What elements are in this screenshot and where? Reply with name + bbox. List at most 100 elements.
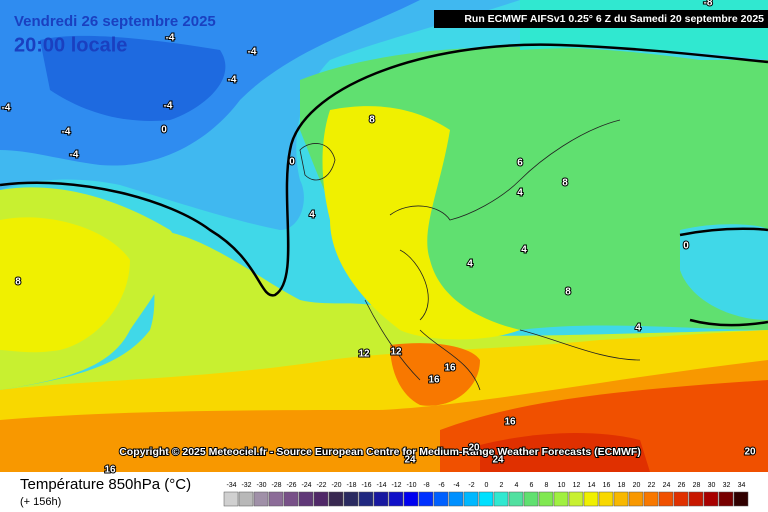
- scale-label: -30: [256, 482, 266, 489]
- contour-label: 8: [565, 287, 571, 298]
- color-swatch: [373, 491, 389, 507]
- scale-label: -34: [226, 482, 236, 489]
- color-swatch: [493, 491, 509, 507]
- color-swatch: [283, 491, 299, 507]
- scale-label: 8: [545, 482, 549, 489]
- contour-label: -4: [164, 101, 173, 112]
- run-info: Run ECMWF AIFSv1 0.25° 6 Z du Samedi 20 …: [464, 13, 764, 25]
- contour-label: -8: [704, 0, 713, 9]
- color-swatch: [238, 491, 254, 507]
- color-swatch: [478, 491, 494, 507]
- scale-label: 28: [693, 482, 701, 489]
- scale-label: 18: [618, 482, 626, 489]
- legend-lead: (+ 156h): [20, 496, 61, 508]
- color-swatch: [598, 491, 614, 507]
- contour-label: 16: [504, 417, 516, 428]
- contour-label: 0: [289, 157, 295, 168]
- scale-label: -24: [301, 482, 311, 489]
- contour-label: 6: [517, 158, 523, 169]
- contour-label: 16: [104, 465, 116, 476]
- scale-label: 12: [573, 482, 581, 489]
- scale-label: 0: [485, 482, 489, 489]
- contour-label: 8: [562, 178, 568, 189]
- color-swatch: [538, 491, 554, 507]
- contour-label: 4: [309, 210, 315, 221]
- scale-label: -2: [468, 482, 474, 489]
- color-swatch: [733, 491, 749, 507]
- contour-label: 16: [428, 375, 440, 386]
- color-swatch: [583, 491, 599, 507]
- contour-label: 0: [683, 241, 689, 252]
- contour-label: 12: [390, 347, 402, 358]
- contour-label: 24: [404, 455, 416, 466]
- contour-label: 16: [444, 363, 456, 374]
- contour-label: 4: [635, 323, 641, 334]
- contour-label: 0: [161, 125, 167, 136]
- color-swatch: [508, 491, 524, 507]
- scale-label: -22: [316, 482, 326, 489]
- scale-label: -12: [391, 482, 401, 489]
- contour-label: -4: [62, 127, 71, 138]
- color-swatch: [613, 491, 629, 507]
- color-swatch: [253, 491, 269, 507]
- scale-label: -32: [241, 482, 251, 489]
- color-swatch: [313, 491, 329, 507]
- scale-label: -4: [453, 482, 459, 489]
- scale-label: 32: [723, 482, 731, 489]
- contour-label: 4: [467, 259, 473, 270]
- forecast-date: Vendredi 26 septembre 2025: [14, 13, 216, 30]
- color-swatch: [343, 491, 359, 507]
- contour-labels: -4 -4 -4 -4 -4 -4 -4 0 0 8 4 6 4 8 4 4 0 8 4 12 12 16 16 16 24 24…: [1, 0, 757, 477]
- scale-label: -10: [406, 482, 416, 489]
- scale-label: 6: [530, 482, 534, 489]
- scale-label: -8: [423, 482, 429, 489]
- color-swatch: [658, 491, 674, 507]
- contour-label: 8: [15, 277, 21, 288]
- scale-label: -14: [376, 482, 386, 489]
- scale-label: -28: [271, 482, 281, 489]
- color-swatch: [223, 491, 239, 507]
- color-scale: -34 -32 -30 -28 -26 -24 -22 -20 -18 -16 -14 -12 -10-…: [223, 482, 749, 507]
- scale-label: -20: [331, 482, 341, 489]
- color-swatch: [463, 491, 479, 507]
- contour-label: -4: [70, 150, 79, 161]
- contour-label: 20: [468, 443, 480, 454]
- scale-label: 16: [603, 482, 611, 489]
- contour-label: 4: [517, 188, 523, 199]
- scale-label: 30: [708, 482, 716, 489]
- scale-label: -26: [286, 482, 296, 489]
- run-box: [434, 10, 768, 28]
- scale-label: 4: [515, 482, 519, 489]
- color-swatch: [628, 491, 644, 507]
- temperature-field: [0, 0, 768, 472]
- contour-label: 12: [358, 349, 370, 360]
- scale-label: -16: [361, 482, 371, 489]
- copyright: Copyright © 2025 Meteociel.fr - Source E…: [119, 446, 641, 458]
- color-swatch: [643, 491, 659, 507]
- color-swatch: [388, 491, 404, 507]
- color-swatch: [568, 491, 584, 507]
- scale-label: 34: [738, 482, 746, 489]
- color-swatch: [523, 491, 539, 507]
- color-swatch: [298, 491, 314, 507]
- scale-label: -6: [438, 482, 444, 489]
- scale-label: -18: [346, 482, 356, 489]
- color-swatch: [358, 491, 374, 507]
- contour-label: -4: [2, 103, 11, 114]
- contour-label: -4: [166, 33, 175, 44]
- scale-label: 20: [633, 482, 641, 489]
- color-swatch: [673, 491, 689, 507]
- contour-label: 20: [744, 447, 756, 458]
- scale-label: 10: [558, 482, 566, 489]
- color-swatch: [403, 491, 419, 507]
- color-swatch: [688, 491, 704, 507]
- color-swatch: [268, 491, 284, 507]
- contour-label: -4: [228, 75, 237, 86]
- scale-label: 14: [588, 482, 596, 489]
- contour-label: -4: [248, 47, 257, 58]
- color-swatch: [718, 491, 734, 507]
- contour-label: 4: [521, 245, 527, 256]
- color-swatch: [418, 491, 434, 507]
- color-swatch: [448, 491, 464, 507]
